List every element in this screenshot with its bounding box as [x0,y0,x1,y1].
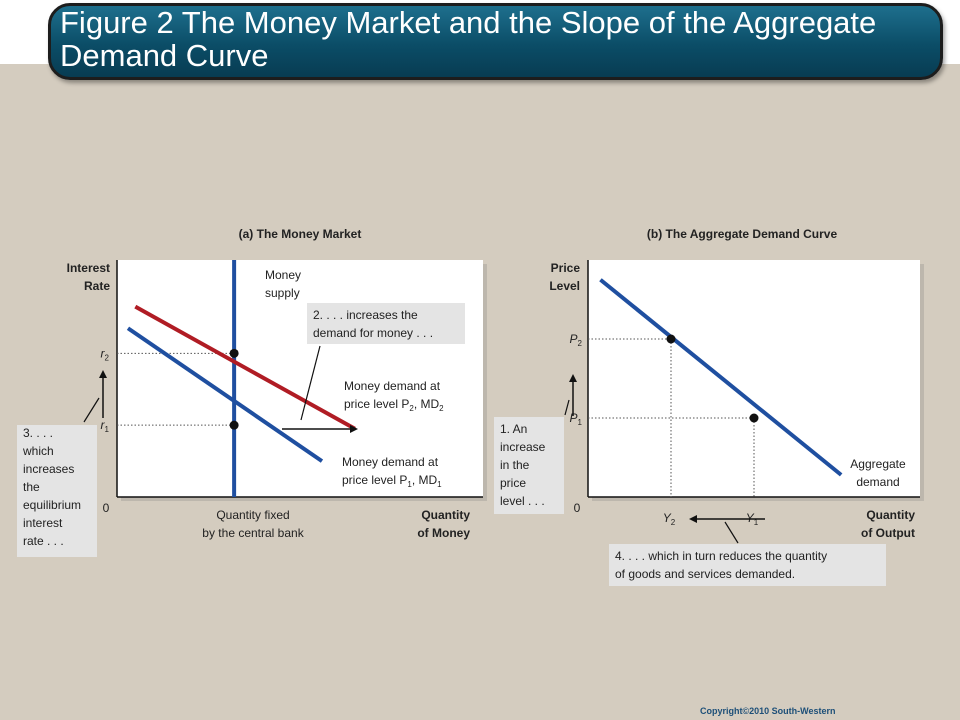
increase-demand-text-line-1: 2. . . . increases the [313,308,418,322]
output-reduction-text-line-2: of goods and services demanded. [615,567,795,581]
equilibrium-rate-text-line-7: rate . . . [23,534,64,548]
money-demand-md1-label-part-1: price level P [342,473,407,487]
panel-b-tick-Y2-subscript: 2 [671,518,676,527]
money-supply-label-line-1: Money [265,268,301,282]
slide-title: Figure 2 The Money Market and the Slope … [60,5,877,73]
money-demand-md1-label-part-4: 1 [437,480,442,489]
equilibrium-rate-text-line-6: interest [23,516,63,530]
equilibrium-rate-callout [17,425,97,557]
money-demand-md1-label-part-2: 1 [407,480,412,489]
panel-b-title: (b) The Aggregate Demand Curve [647,227,838,241]
price-increase-text-line-4: price [500,476,526,490]
price-increase-callout [494,417,564,514]
price-increase-pointer [564,399,570,416]
panel-a-tick-r1: r1 [101,418,110,434]
price-increase-text-line-5: level . . . [500,494,545,508]
panel-a-tick-r2: r2 [101,346,110,362]
panel-b-tick-P1: P1 [570,411,583,427]
equilibrium-rate-text-line-5: equilibrium [23,498,81,512]
increase-demand-pointer [300,345,321,421]
demand-shift-arrowhead [350,425,358,433]
equilibrium-rate-text-line-4: the [23,480,40,494]
panel-b-tick-Y2: Y2 [663,511,676,527]
money-demand-md2-label-line-1: Money demand at [344,379,441,393]
panel-a-origin-label: 0 [103,501,110,515]
panel-a-equilibrium-point-2 [229,420,239,430]
panel-b-x-label-line-2: of Output [861,526,915,540]
money-demand-md2-label-part-1: price level P [344,397,409,411]
panel-a-y-label-line-1: Interest [67,261,110,275]
increase-demand-callout [307,303,465,344]
aggregate-demand-line [599,278,843,477]
equilibrium-rate-pointer [83,397,100,423]
panel-a-x-label-line-1: Quantity [421,508,470,522]
panel-b-tick-P1-subscript: 1 [578,418,583,427]
copyright-text: Copyright©2010 South-Western [700,706,836,716]
panel-b-y-label-line-1: Price [551,261,581,275]
price-increase-text-line-2: increase [500,440,546,454]
panel-a-plot-area [117,260,483,497]
panel-a-equilibrium-point-1 [229,348,239,358]
aggregate-demand-label-line-2: demand [856,475,899,489]
money-demand-md1-label-line-1: Money demand at [342,455,439,469]
output-reduction-callout [609,544,886,586]
money-demand-md2-label-part-3: , MD [414,397,440,411]
money-supply-label-line-2: supply [265,286,300,300]
panel-b-equilibrium-point-2 [749,413,759,423]
money-demand-md2-label-part-2: 2 [409,404,414,413]
money-demand-md1-line [126,326,324,463]
price-increase-text-line-1: 1. An [500,422,527,436]
equilibrium-rate-text-line-1: 3. . . . [23,426,53,440]
panel-a-tick-r1-subscript: 1 [105,425,110,434]
money-demand-md1-label-line-2: price level P1, MD1 [342,473,442,489]
aggregate-demand-label-line-1: Aggregate [850,457,906,471]
increase-demand-text-line-2: demand for money . . . [313,326,433,340]
panel-a-tick-r2-subscript: 2 [105,353,110,362]
output-reduction-pointer [724,521,739,544]
title-bar [48,3,943,80]
panel-b-y-label-line-2: Level [549,279,580,293]
interest-rate-arrowhead [99,370,107,378]
panel-b-origin-label: 0 [574,501,581,515]
panel-a-y-label-line-2: Rate [84,279,110,293]
panel-b-tick-Y1-subscript: 1 [754,518,759,527]
panel-a-title: (a) The Money Market [239,227,362,241]
price-level-arrowhead [569,374,577,382]
money-demand-md2-label-part-4: 2 [439,404,444,413]
output-change-arrowhead [689,515,697,523]
panel-a-x-label-line-2: of Money [417,526,470,540]
output-reduction-text-line-1: 4. . . . which in turn reduces the quant… [615,549,827,563]
panel-b-equilibrium-point-1 [666,334,676,344]
panel-b-tick-P2: P2 [570,332,583,348]
panel-a-quantity-fixed-note-line-1: Quantity fixed [216,508,289,522]
panel-a-quantity-fixed-note-line-2: by the central bank [202,526,304,540]
money-demand-md2-line [134,304,356,431]
panel-b-x-label-line-1: Quantity [866,508,915,522]
price-increase-text-line-3: in the [500,458,530,472]
equilibrium-rate-text-line-3: increases [23,462,74,476]
panel-b-tick-P2-subscript: 2 [578,339,583,348]
equilibrium-rate-text-line-2: which [22,444,54,458]
money-demand-md2-label-line-2: price level P2, MD2 [344,397,444,413]
money-demand-md1-label-part-3: , MD [412,473,438,487]
